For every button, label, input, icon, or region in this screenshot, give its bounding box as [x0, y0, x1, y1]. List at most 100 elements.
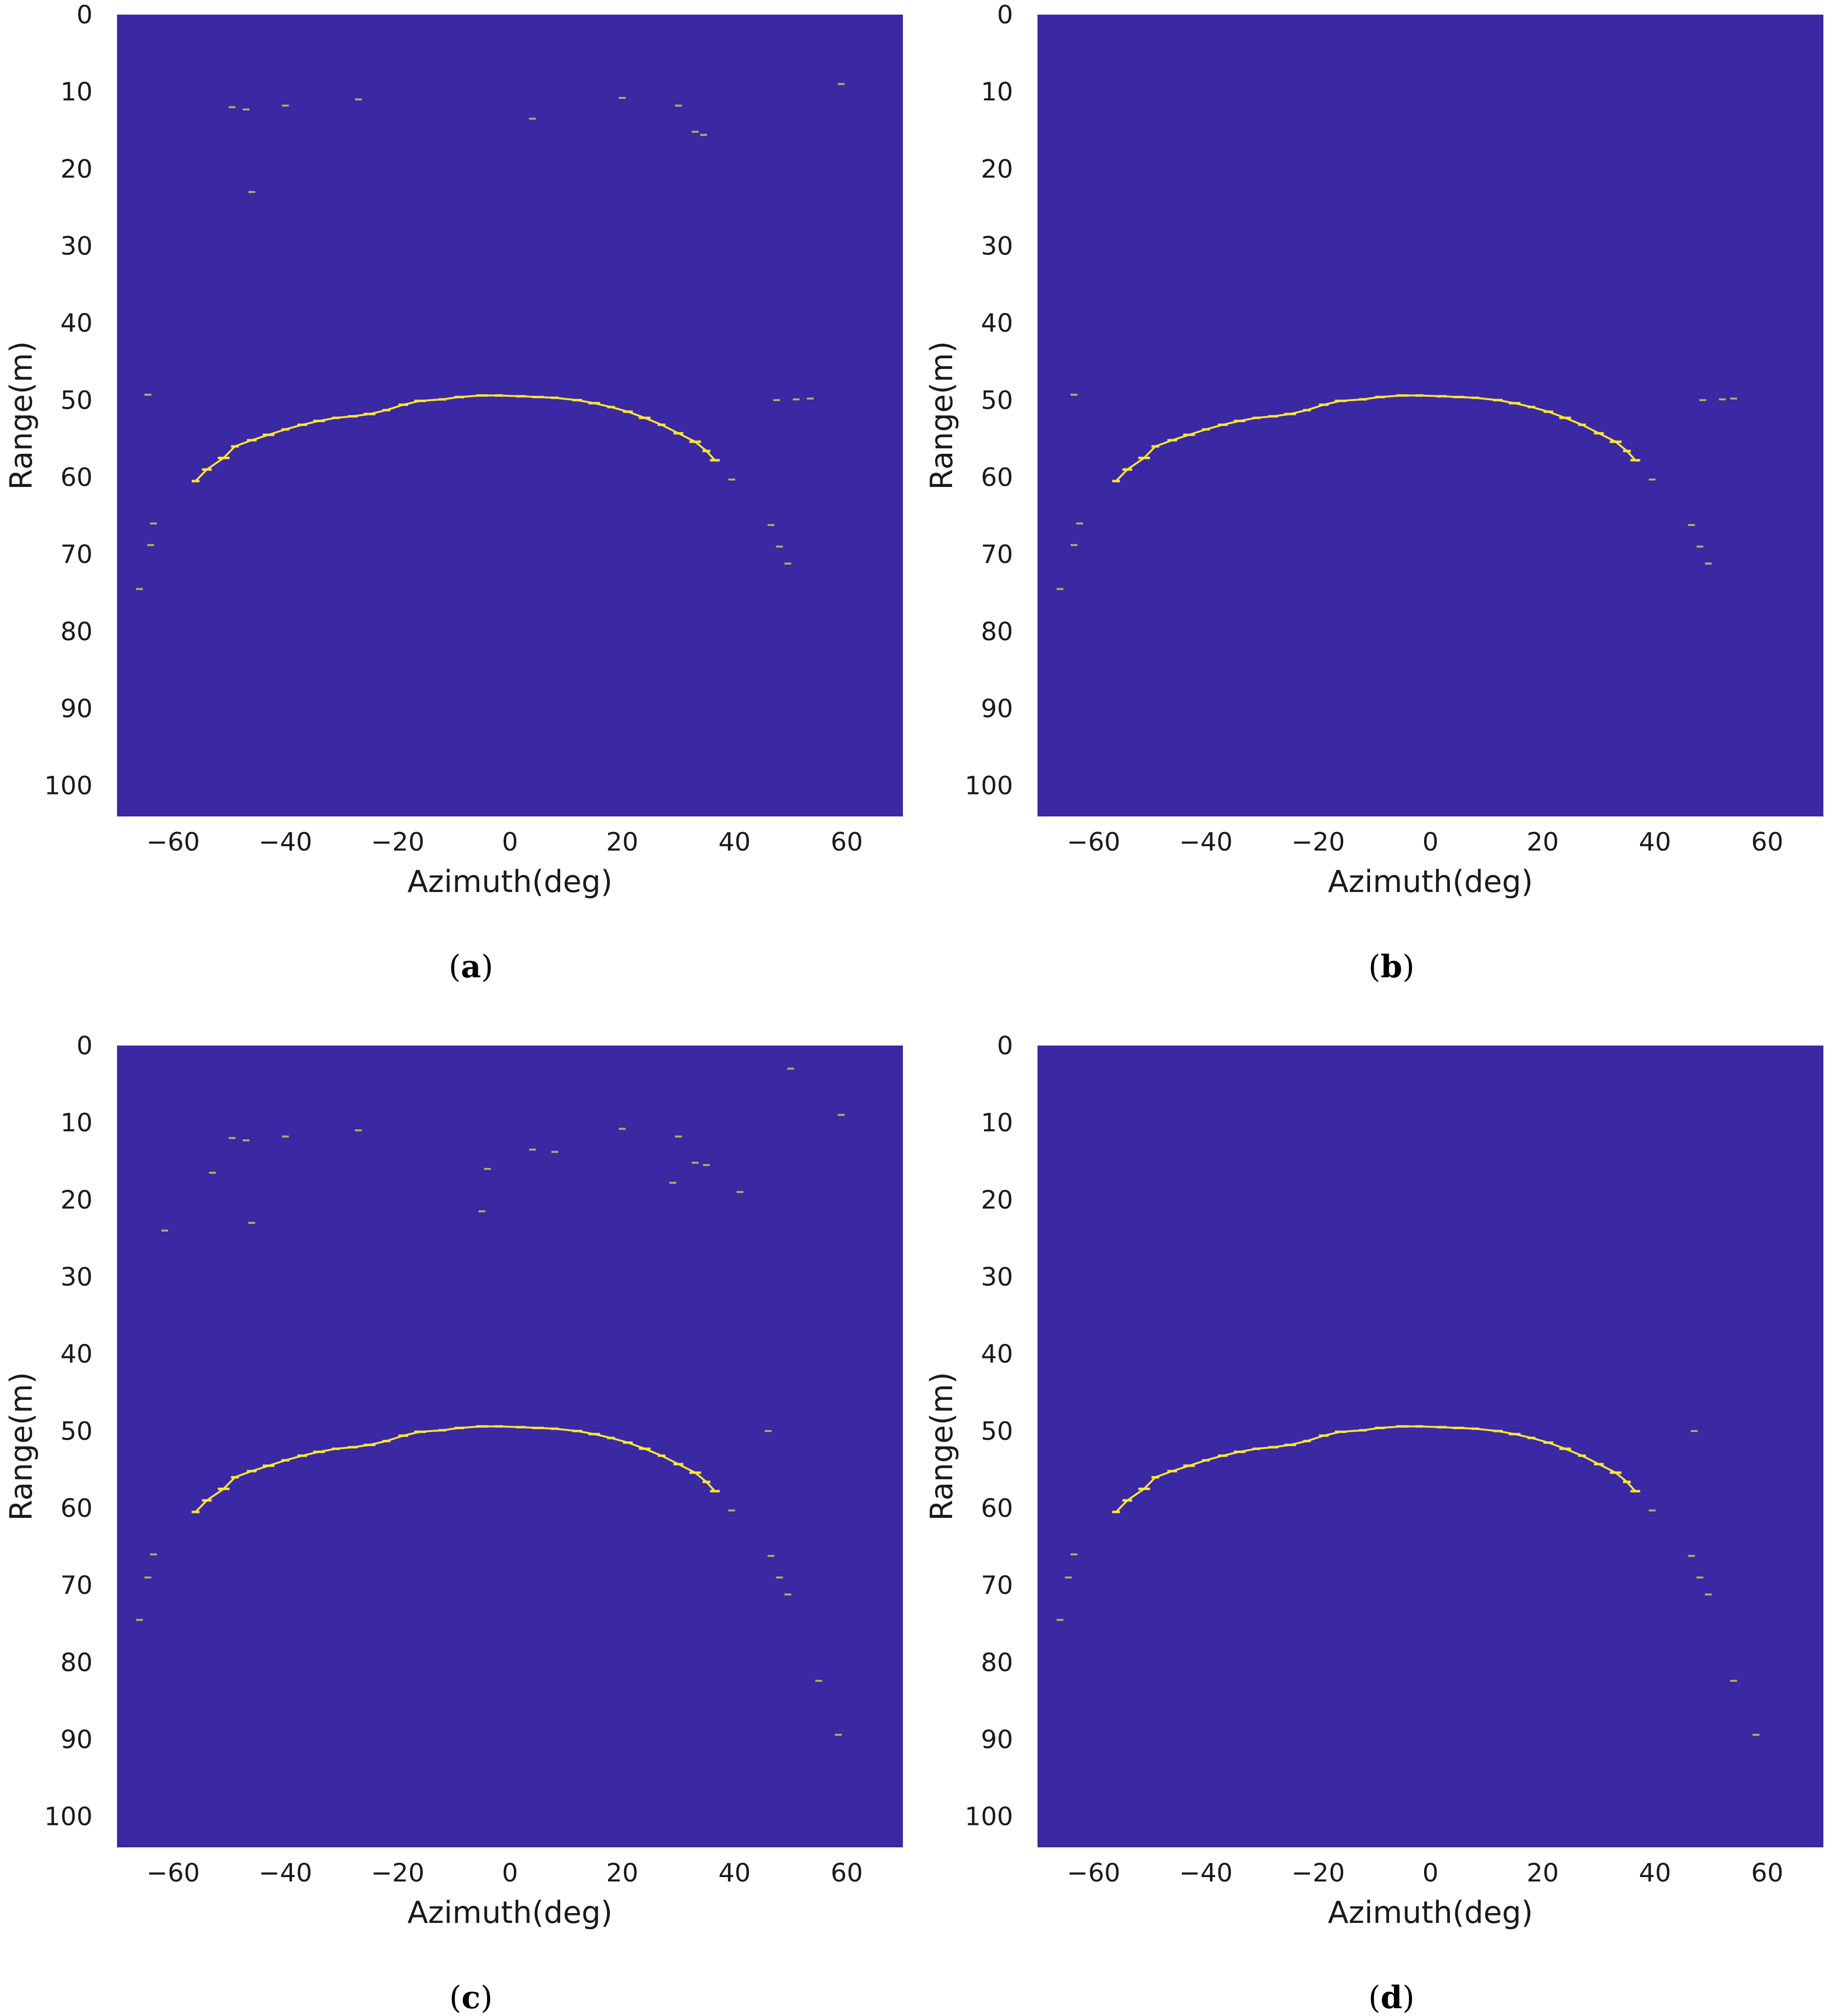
x-axis-title: Azimuth(deg): [408, 1895, 613, 1930]
detection-point: [1696, 1576, 1703, 1579]
detection-point: [767, 1555, 775, 1557]
arc-cell: [710, 1490, 720, 1493]
detection-point: [619, 97, 626, 99]
y-tick-label: 80: [60, 1648, 93, 1677]
heatmap-background: [1037, 1046, 1823, 1847]
detection-point: [150, 522, 157, 524]
detection-point: [700, 134, 707, 136]
x-tick-label: 60: [1751, 1859, 1783, 1888]
arc-segment: [1626, 450, 1637, 462]
detection-point: [669, 1182, 676, 1184]
x-tick-label: −20: [371, 828, 425, 857]
detection-arc: [1112, 394, 1641, 483]
scattered-detections: [1056, 1430, 1760, 1736]
detection-point: [1648, 1509, 1656, 1512]
detection-point: [1752, 1734, 1760, 1736]
y-axis-title: Range(m): [924, 341, 959, 490]
y-tick-label: 20: [981, 155, 1013, 184]
arc-segment: [1614, 1472, 1628, 1483]
arc-segment: [1126, 457, 1145, 471]
y-tick-label: 70: [981, 540, 1013, 569]
panel-d: −60 −40 −20 0 20 40 60 0 10 20 30 40 50 60 70 80 90 100 Az…: [924, 1031, 1823, 2016]
y-tick-label: 30: [981, 1263, 1013, 1292]
detection-point: [355, 1129, 362, 1131]
panel-caption: (d): [1369, 1979, 1415, 2016]
detection-point: [793, 398, 800, 401]
x-tick-label: −60: [146, 828, 200, 857]
y-tick-label: 0: [77, 1031, 93, 1061]
panel-caption: (a): [449, 949, 493, 985]
detection-point: [136, 588, 143, 590]
detection-point: [838, 1114, 845, 1116]
y-tick-label: 50: [981, 386, 1013, 415]
y-tick-label: 90: [981, 1725, 1013, 1755]
detection-point: [242, 1139, 250, 1142]
detection-point: [1696, 545, 1703, 548]
detection-point: [728, 478, 735, 481]
y-tick-label: 90: [60, 1725, 93, 1755]
detection-arc: [192, 1425, 720, 1513]
x-tick-label: 0: [502, 828, 518, 857]
detection-point: [282, 104, 289, 107]
x-tick-label: 40: [718, 1859, 750, 1888]
arc-segment: [195, 1499, 208, 1513]
detection-point: [529, 117, 536, 120]
arc-segment: [1143, 1476, 1156, 1490]
detection-point: [1704, 562, 1712, 565]
detection-point: [1056, 1619, 1064, 1621]
x-tick-label: −20: [1291, 828, 1345, 857]
heatmap-background: [1037, 15, 1823, 816]
arc-segment: [677, 1463, 696, 1474]
y-tick-label: 70: [981, 1571, 1013, 1600]
detection-point: [784, 1593, 791, 1596]
arc-segment: [694, 441, 707, 452]
detection-point: [355, 98, 362, 100]
x-tick-label: 40: [1639, 828, 1671, 857]
detection-point: [1688, 524, 1695, 526]
arc-segment: [677, 432, 696, 443]
arc-segment: [1581, 1454, 1600, 1465]
x-tick-label: 20: [1526, 828, 1559, 857]
detection-point: [144, 393, 152, 396]
x-tick-label: −40: [1179, 828, 1233, 857]
y-tick-label: 60: [60, 463, 93, 492]
arc-segment: [705, 450, 716, 462]
detection-point: [1730, 1680, 1737, 1682]
detection-point: [1070, 393, 1077, 396]
y-tick-label: 40: [60, 309, 93, 338]
detection-point: [484, 1168, 491, 1170]
x-tick-label: −40: [1179, 1859, 1233, 1888]
detection-point: [675, 104, 682, 107]
detection-point: [147, 544, 155, 546]
panel-a: −60 −40 −20 0 20 40 60 0 10 20 30 40 50 60 70 80 90 100 Az…: [3, 0, 903, 985]
panel-caption: (c): [450, 1979, 493, 2016]
y-tick-label: 90: [981, 695, 1013, 724]
panel-b: −60 −40 −20 0 20 40 60 0 10 20 30 40 50 60 70 80 90 100 Az…: [924, 0, 1823, 985]
y-tick-label: 10: [981, 78, 1013, 107]
detection-point: [161, 1229, 168, 1232]
x-tick-label: 0: [502, 1859, 518, 1888]
y-tick-label: 30: [981, 232, 1013, 261]
y-tick-label: 50: [60, 386, 93, 415]
arc-segment: [705, 1481, 716, 1493]
y-tick-label: 80: [60, 617, 93, 646]
y-tick-label: 20: [981, 1185, 1013, 1215]
x-axis-title: Azimuth(deg): [1328, 864, 1533, 899]
y-tick-label: 100: [965, 1803, 1013, 1832]
x-tick-label: 40: [1639, 1859, 1671, 1888]
x-tick-label: 60: [831, 1859, 863, 1888]
detection-point: [807, 397, 814, 400]
detection-point: [229, 1137, 236, 1139]
arc-cell: [1630, 1490, 1641, 1493]
detection-point: [282, 1135, 289, 1138]
detection-point: [1065, 1576, 1072, 1579]
y-tick-label: 40: [60, 1340, 93, 1369]
arc-segment: [195, 468, 208, 482]
x-tick-label: 0: [1422, 1859, 1438, 1888]
detection-point: [835, 1734, 842, 1736]
detection-arc: [192, 394, 720, 483]
detection-point: [1688, 1555, 1695, 1557]
y-tick-label: 10: [981, 1108, 1013, 1138]
arc-segment: [660, 424, 680, 434]
x-tick-label: −40: [259, 1859, 313, 1888]
